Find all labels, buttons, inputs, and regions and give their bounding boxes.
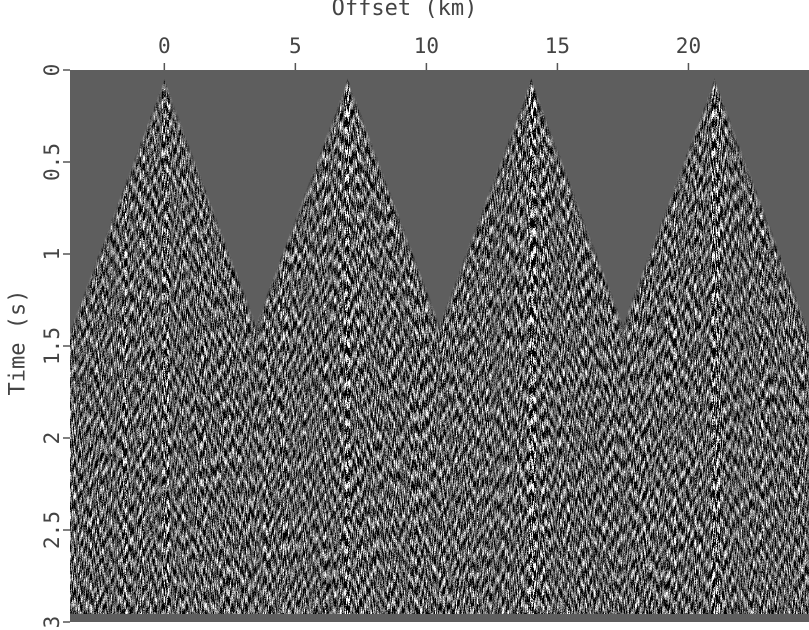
- y-tick-label: 1.5: [40, 327, 64, 365]
- x-tick-label: 0: [158, 34, 171, 58]
- x-tick-label: 20: [676, 34, 701, 58]
- x-tick-label: 15: [545, 34, 570, 58]
- seismic-plot-area: [70, 70, 809, 622]
- y-tick-label: 2: [40, 432, 64, 445]
- x-tick-label: 5: [289, 34, 302, 58]
- y-tick-label: 2.5: [40, 511, 64, 549]
- y-tick-label: 1: [40, 248, 64, 261]
- y-tick-label: 3: [40, 616, 64, 629]
- y-tick-label: 0: [40, 64, 64, 77]
- x-tick-label: 10: [414, 34, 439, 58]
- x-axis-title: Offset (km): [331, 0, 478, 21]
- y-tick-label: 0.5: [40, 143, 64, 181]
